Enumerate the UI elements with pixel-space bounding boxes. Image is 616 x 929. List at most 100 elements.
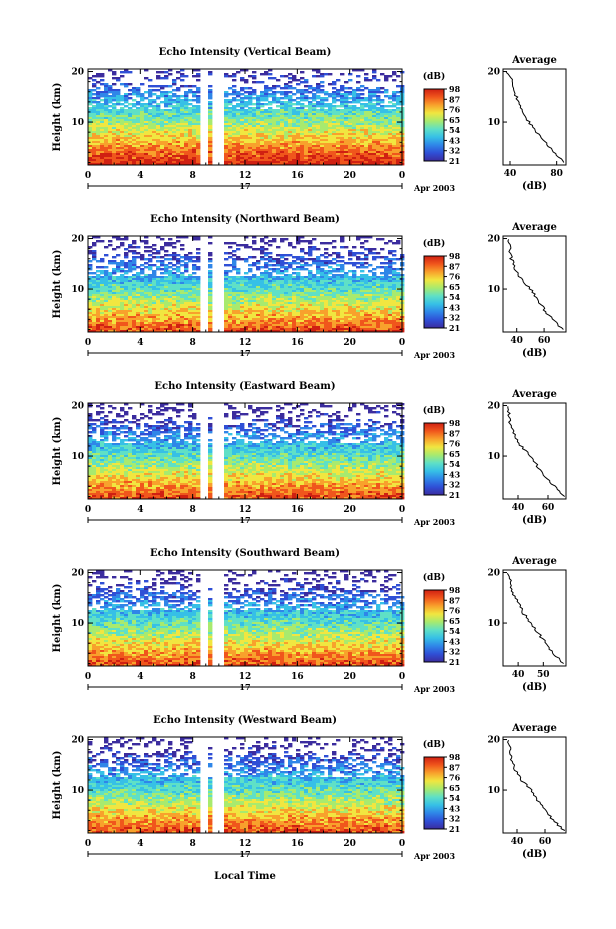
heatmap-cell bbox=[100, 79, 105, 82]
heatmap-cell bbox=[88, 97, 93, 100]
heatmap-cell bbox=[328, 107, 333, 110]
heatmap-cell bbox=[308, 137, 313, 140]
heatmap-cell bbox=[144, 153, 149, 156]
heatmap-cell bbox=[104, 161, 109, 164]
heatmap-cell bbox=[228, 264, 233, 267]
heatmap-cell bbox=[308, 157, 313, 160]
heatmap-cell bbox=[288, 103, 293, 106]
heatmap-cell bbox=[192, 85, 197, 88]
heatmap-cell bbox=[280, 262, 285, 265]
heatmap-cell bbox=[320, 139, 325, 142]
heatmap-cell bbox=[92, 101, 97, 104]
heatmap-cell bbox=[224, 127, 229, 130]
heatmap-cell bbox=[368, 270, 373, 273]
heatmap-cell bbox=[360, 153, 365, 156]
heatmap-cell bbox=[272, 85, 277, 88]
heatmap-cell bbox=[344, 298, 349, 301]
heatmap-cell bbox=[320, 254, 325, 257]
heatmap-cell bbox=[104, 296, 109, 299]
heatmap-cell bbox=[112, 95, 117, 98]
heatmap-cell bbox=[332, 284, 337, 287]
heatmap-cell bbox=[180, 151, 185, 154]
heatmap-cell bbox=[396, 99, 401, 102]
heatmap-cell bbox=[112, 294, 117, 297]
heatmap-cell bbox=[288, 81, 293, 84]
heatmap-cell bbox=[340, 101, 345, 104]
heatmap-cell bbox=[196, 145, 201, 148]
heatmap-cell bbox=[160, 161, 165, 164]
heatmap-cell bbox=[388, 266, 393, 269]
heatmap-cell bbox=[92, 119, 97, 122]
heatmap-cell bbox=[112, 97, 117, 100]
heatmap-cell bbox=[284, 284, 289, 287]
heatmap-cell bbox=[192, 115, 197, 118]
heatmap-cell bbox=[140, 129, 145, 132]
heatmap-cell bbox=[388, 296, 393, 299]
heatmap-cell bbox=[356, 89, 361, 92]
heatmap-cell bbox=[92, 278, 97, 281]
heatmap-cell bbox=[132, 242, 137, 245]
heatmap-cell bbox=[336, 151, 341, 154]
heatmap-cell bbox=[104, 294, 109, 297]
heatmap-cell bbox=[384, 155, 389, 158]
heatmap-cell bbox=[120, 157, 125, 160]
heatmap-cell bbox=[196, 115, 201, 118]
heatmap-cell bbox=[136, 141, 141, 144]
heatmap-cell bbox=[144, 115, 149, 118]
heatmap-cell bbox=[368, 145, 373, 148]
heatmap-cell bbox=[324, 129, 329, 132]
heatmap-cell bbox=[324, 296, 329, 299]
heatmap-cell bbox=[100, 288, 105, 291]
heatmap-cell bbox=[144, 286, 149, 289]
heatmap-cell bbox=[184, 99, 189, 102]
heatmap-cell bbox=[236, 123, 241, 126]
heatmap-cell bbox=[240, 284, 245, 287]
heatmap-cell bbox=[120, 147, 125, 150]
heatmap-cell bbox=[96, 161, 101, 164]
heatmap-cell bbox=[128, 119, 133, 122]
heatmap-cell bbox=[312, 89, 317, 92]
heatmap-cell bbox=[132, 119, 137, 122]
heatmap-cell bbox=[152, 143, 157, 146]
heatmap-cell bbox=[148, 99, 153, 102]
heatmap-cell bbox=[388, 111, 393, 114]
heatmap-cell bbox=[256, 129, 261, 132]
heatmap-cell bbox=[104, 89, 109, 92]
heatmap-cell bbox=[140, 268, 145, 271]
heatmap-cell bbox=[372, 127, 377, 130]
heatmap-cell bbox=[392, 105, 397, 108]
heatmap-cell bbox=[208, 131, 213, 134]
heatmap-cell bbox=[100, 109, 105, 112]
heatmap-cell bbox=[376, 151, 381, 154]
heatmap-cell bbox=[144, 139, 149, 142]
heatmap-cell bbox=[208, 119, 213, 122]
heatmap-cell bbox=[376, 125, 381, 128]
heatmap-cell bbox=[376, 145, 381, 148]
heatmap-cell bbox=[380, 109, 385, 112]
heatmap-cell bbox=[224, 91, 229, 94]
heatmap-cell bbox=[168, 111, 173, 114]
heatmap-cell bbox=[172, 163, 177, 166]
heatmap-cell bbox=[112, 71, 117, 74]
heatmap-cell bbox=[316, 95, 321, 98]
heatmap-cell bbox=[144, 242, 149, 245]
heatmap-cell bbox=[320, 99, 325, 102]
heatmap-cell bbox=[168, 113, 173, 116]
heatmap-cell bbox=[300, 91, 305, 94]
heatmap-cell bbox=[120, 123, 125, 126]
heatmap-cell bbox=[364, 274, 369, 277]
heatmap-cell bbox=[164, 258, 169, 261]
heatmap-cell bbox=[296, 282, 301, 285]
heatmap-cell bbox=[368, 276, 373, 279]
heatmap-cell bbox=[336, 290, 341, 293]
heatmap-cell bbox=[144, 274, 149, 277]
heatmap-cell bbox=[196, 278, 201, 281]
heatmap-cell bbox=[308, 133, 313, 136]
heatmap-cell bbox=[176, 101, 181, 104]
heatmap-cell bbox=[132, 264, 137, 267]
heatmap-cell bbox=[340, 268, 345, 271]
heatmap-cell bbox=[176, 127, 181, 130]
heatmap-cell bbox=[240, 292, 245, 295]
heatmap-cell bbox=[108, 139, 113, 142]
heatmap-cell bbox=[188, 252, 193, 255]
